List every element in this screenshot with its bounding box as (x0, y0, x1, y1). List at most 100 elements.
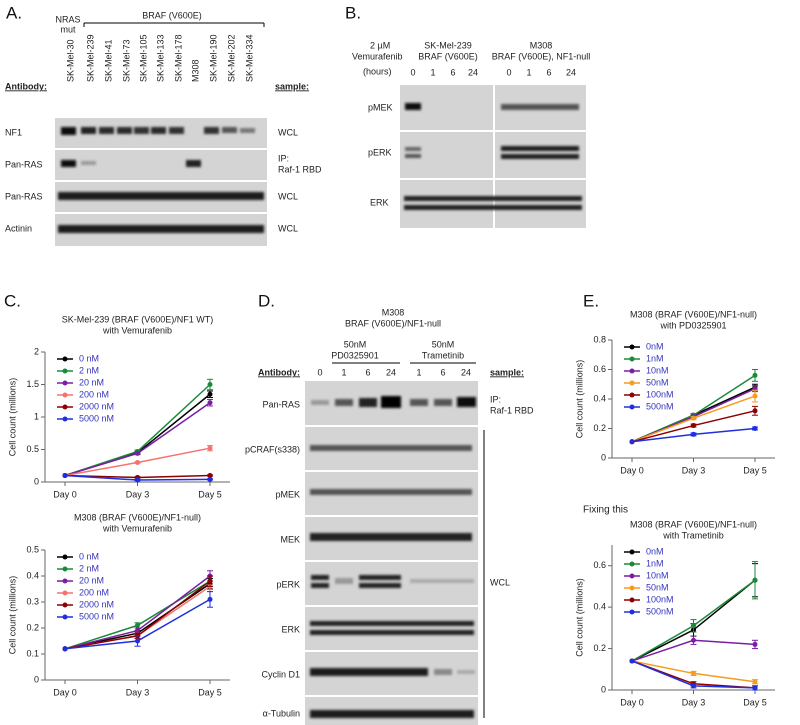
legend-label: 10nM (646, 570, 669, 580)
x-tick-label: Day 3 (682, 697, 706, 707)
y-tick-label: 0.2 (593, 423, 606, 433)
lane-label: SK-Mel-73 (121, 39, 131, 82)
band (335, 578, 353, 584)
annotation: Fixing this (583, 505, 628, 516)
sample-label: WCL (278, 191, 298, 201)
data-point (135, 628, 140, 634)
data-point (62, 646, 68, 652)
data-point (135, 638, 140, 644)
bands (310, 396, 476, 718)
lane-label: SK-Mel-178 (173, 34, 183, 82)
x-tick-label: Day 3 (682, 465, 706, 475)
lane-label: 1 (416, 367, 421, 377)
legend-label: 0 nM (79, 353, 99, 363)
legend-swatch (629, 392, 635, 398)
legend-label: 20 nM (79, 377, 104, 387)
lane-label: SK-Mel-30 (65, 39, 75, 82)
blot (305, 381, 478, 725)
treatment-label: 50nM (432, 339, 455, 349)
band (99, 127, 114, 134)
treatment-label: PD0325901 (331, 350, 379, 360)
lane-label: 1 (526, 67, 531, 77)
band (457, 397, 476, 407)
data-point (207, 473, 213, 478)
band (310, 533, 472, 541)
title: M308 (382, 307, 405, 317)
data-point (207, 578, 213, 584)
data-point (752, 372, 758, 378)
mutation-label: NRAS (55, 14, 80, 24)
band (434, 669, 452, 675)
lane-label: SK-Mel-334 (244, 34, 254, 82)
y-tick-label: 1 (34, 411, 39, 421)
data-point (752, 426, 758, 431)
band (359, 575, 401, 580)
sample-header: sample: (275, 81, 309, 91)
data-point (691, 415, 696, 421)
chart-title: M308 (BRAF (V600E)/NF1-null) (630, 519, 757, 529)
data-point (691, 683, 696, 689)
legend-label: 200 nM (79, 587, 109, 597)
legend-label: 100nM (646, 389, 674, 399)
band (405, 103, 421, 110)
antibody-header: Antibody: (5, 81, 47, 91)
row-labels: Pan-RAS pCRAF(s338) pMEK MEK pERK ERK Cyclin D… (245, 399, 300, 718)
x-tick-label: Day 0 (53, 687, 77, 697)
lane-label: 24 (461, 367, 471, 377)
y-tick-label: 0.3 (26, 596, 39, 606)
panel-letter: D. (258, 291, 275, 310)
y-axis-label: Cell count (millions) (574, 360, 584, 439)
legend-swatch (629, 561, 635, 567)
chart-subtitle: with Vemurafenib (102, 325, 172, 335)
legend-label: 10nM (646, 365, 669, 375)
legend-swatch (629, 573, 635, 579)
group-label: SK-Mel-239 (424, 40, 472, 50)
band (410, 399, 428, 406)
y-tick-label: 0 (601, 684, 606, 694)
panel-letter: B. (345, 3, 361, 22)
band (434, 399, 452, 406)
lane-label: SK-Mel-133 (155, 34, 165, 82)
data-point (752, 641, 758, 647)
antibody-label: pCRAF(s338) (245, 444, 300, 454)
legend-swatch (62, 590, 68, 596)
band (134, 127, 149, 134)
antibody-label: Pan-RAS (262, 399, 300, 409)
sample-label: WCL (278, 127, 298, 137)
data-point (691, 670, 696, 676)
y-tick-label: 0.6 (593, 560, 606, 570)
legend-label: 20 nM (79, 575, 104, 585)
band (311, 575, 329, 580)
antibody-label: Actinin (5, 223, 32, 233)
charts: SK-Mel-239 (BRAF (V600E)/NF1 WT)with Vem… (7, 309, 775, 707)
legend-swatch (62, 368, 68, 374)
y-tick-label: 0.4 (593, 393, 606, 403)
band (204, 127, 219, 134)
legend-swatch (629, 609, 635, 615)
lane-label: SK-Mel-239 (85, 34, 95, 82)
chart-subtitle: with Trametinib (662, 530, 724, 540)
legend-swatch (62, 380, 68, 386)
legend-label: 0nM (646, 341, 664, 351)
data-point (691, 623, 696, 629)
x-tick-label: Day 0 (53, 489, 77, 499)
x-tick-label: Day 0 (620, 697, 644, 707)
legend-label: 0nM (646, 546, 664, 556)
band (359, 398, 377, 407)
legend-label: 5000 nM (79, 611, 114, 621)
legend-swatch (62, 356, 68, 362)
legend-swatch (62, 602, 68, 608)
antibody-label: pERK (276, 579, 300, 589)
lane-label: SK-Mel-202 (226, 34, 236, 82)
lane-label: 6 (440, 367, 445, 377)
band (310, 489, 472, 495)
chart-title: SK-Mel-239 (BRAF (V600E)/NF1 WT) (62, 314, 214, 324)
legend-label: 100nM (646, 594, 674, 604)
legend-swatch (629, 404, 635, 410)
treatment-label: Trametinib (422, 350, 464, 360)
band (310, 630, 474, 635)
legend-label: 1nM (646, 558, 664, 568)
